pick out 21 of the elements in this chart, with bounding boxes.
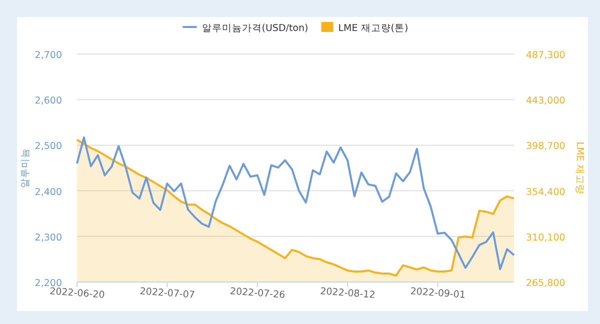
legend-label: 알루미늄가격(USD/ton) bbox=[202, 23, 308, 34]
y2-tick-label: 443,000 bbox=[526, 96, 566, 107]
y2-tick-label: 310,100 bbox=[526, 232, 566, 244]
y-tick-label: 2,500 bbox=[34, 141, 62, 152]
y2-tick-label: 354,400 bbox=[526, 186, 566, 198]
y-tick-label: 2,200 bbox=[34, 278, 62, 289]
legend-label: LME 재고량(톤) bbox=[338, 23, 408, 34]
x-tick-label: 2022-09-01 bbox=[410, 286, 466, 301]
x-tick-label: 2022-06-20 bbox=[49, 286, 106, 301]
x-tick-label: 2022-07-26 bbox=[230, 286, 286, 301]
x-tick-label: 2022-07-07 bbox=[139, 286, 196, 301]
y2-axis-title: LME 재고량 bbox=[574, 142, 585, 194]
y2-tick-label: 398,700 bbox=[526, 141, 566, 152]
x-tick-label: 2022-08-12 bbox=[320, 286, 376, 301]
y-tick-label: 2,700 bbox=[34, 50, 62, 61]
y-tick-label: 2,600 bbox=[34, 96, 62, 107]
y2-tick-label: 487,300 bbox=[526, 50, 566, 61]
y-tick-label: 2,300 bbox=[34, 232, 62, 244]
y-axis-title: 알루미늄 bbox=[20, 148, 31, 188]
y-tick-label: 2,400 bbox=[34, 186, 62, 198]
y2-tick-label: 265,800 bbox=[526, 278, 566, 289]
